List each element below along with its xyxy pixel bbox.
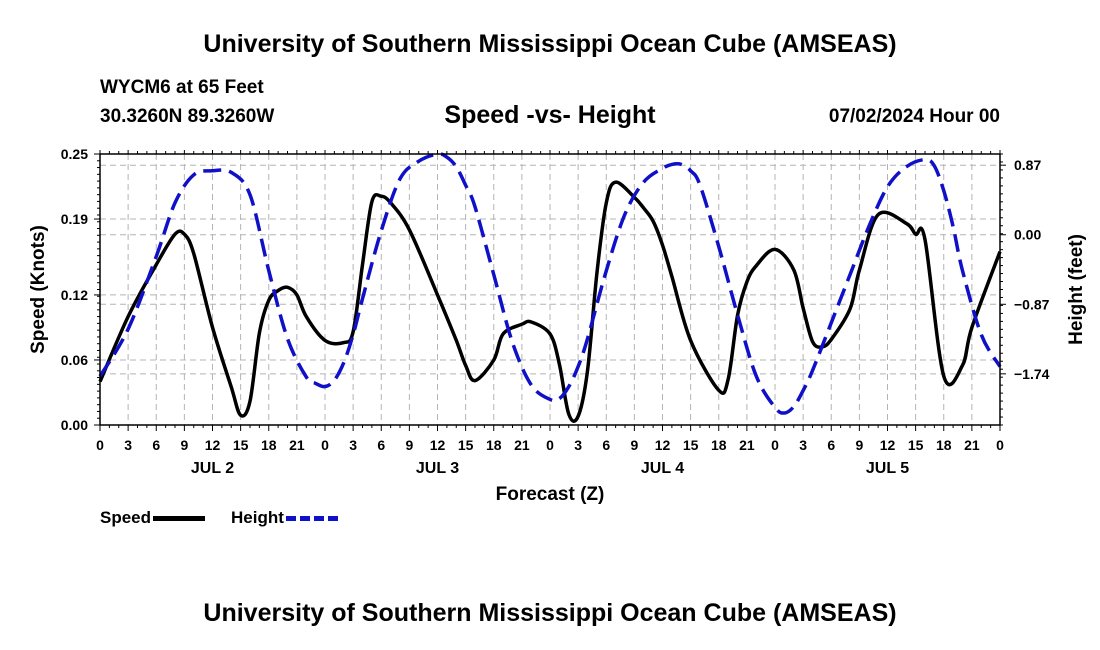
x-tick-label: 9 — [405, 437, 413, 453]
x-tick-label: 9 — [630, 437, 638, 453]
plot-frame — [99, 153, 1001, 426]
y-left-tick-label: 0.25 — [61, 146, 88, 162]
day-label: JUL 4 — [641, 460, 684, 477]
legend-height-swatch — [285, 515, 338, 521]
x-tick-label: 15 — [908, 437, 924, 453]
x-tick-label: 0 — [96, 437, 104, 453]
x-tick-label: 6 — [377, 437, 385, 453]
x-tick-label: 12 — [880, 437, 896, 453]
y-right-tick-label: 0.00 — [1014, 227, 1041, 243]
grid-layer — [100, 154, 1000, 425]
x-tick-label: 6 — [152, 437, 160, 453]
legend-speed: Speed — [100, 508, 206, 528]
x-tick-label: 18 — [711, 437, 727, 453]
x-tick-label: 21 — [739, 437, 755, 453]
x-tick-label: 18 — [486, 437, 502, 453]
x-tick-label: 9 — [180, 437, 188, 453]
height-series-line — [98, 152, 1002, 415]
y-left-axis-title: Speed (Knots) — [28, 225, 49, 354]
x-tick-label: 18 — [261, 437, 277, 453]
y-left-tick-label: 0.00 — [61, 417, 88, 433]
x-tick-label: 3 — [124, 437, 132, 453]
series-layer — [98, 152, 1002, 423]
y-right-tick-label: 0.87 — [1014, 157, 1041, 173]
y-right-tick-label: −0.87 — [1014, 296, 1050, 312]
day-label: JUL 3 — [416, 460, 459, 477]
chart-subtitle: Speed -vs- Height — [444, 101, 656, 129]
x-tick-label: 15 — [458, 437, 474, 453]
x-tick-label: 3 — [349, 437, 357, 453]
x-tick-label: 21 — [964, 437, 980, 453]
footer-title: University of Southern Mississippi Ocean… — [203, 599, 897, 627]
chart-title: University of Southern Mississippi Ocean… — [203, 30, 897, 58]
x-tick-label: 21 — [289, 437, 305, 453]
day-label: JUL 2 — [191, 460, 234, 477]
x-tick-label: 12 — [205, 437, 221, 453]
x-tick-label: 0 — [996, 437, 1004, 453]
x-tick-label: 6 — [827, 437, 835, 453]
x-tick-label: 9 — [855, 437, 863, 453]
legend-height-label: Height — [231, 508, 284, 527]
legend-speed-swatch — [153, 515, 206, 521]
x-tick-label: 12 — [430, 437, 446, 453]
x-tick-label: 0 — [321, 437, 329, 453]
legend-height: Height — [231, 508, 338, 528]
x-tick-label: 3 — [574, 437, 582, 453]
y-left-tick-label: 0.19 — [61, 211, 88, 227]
y-right-tick-label: −1.74 — [1014, 366, 1050, 382]
label-layer: 0 3 6 9 12 15 18 21 0 3 6 9 12 15 18 21 0 3 6 9 12 15 18 21 0 3 6 9… — [28, 146, 1087, 505]
x-tick-label: 12 — [655, 437, 671, 453]
y-left-tick-label: 0.06 — [61, 352, 88, 368]
y-right-axis-title: Height (feet) — [1066, 234, 1087, 345]
x-tick-label: 18 — [936, 437, 952, 453]
x-tick-label: 21 — [514, 437, 530, 453]
x-tick-label: 0 — [771, 437, 779, 453]
x-tick-label: 15 — [683, 437, 699, 453]
day-label: JUL 5 — [866, 460, 909, 477]
x-tick-label: 0 — [546, 437, 554, 453]
x-tick-label: 15 — [233, 437, 249, 453]
station-label: WYCM6 at 65 Feet — [100, 77, 264, 98]
coordinates-label: 30.3260N 89.3260W — [100, 106, 275, 127]
legend-speed-label: Speed — [100, 508, 152, 527]
forecast-datetime: 07/02/2024 Hour 00 — [828, 106, 1000, 127]
axis-layer — [94, 150, 1006, 431]
x-tick-label: 6 — [602, 437, 610, 453]
x-axis-title: Forecast (Z) — [496, 484, 605, 505]
y-left-tick-label: 0.12 — [61, 287, 88, 303]
x-tick-label: 3 — [799, 437, 807, 453]
